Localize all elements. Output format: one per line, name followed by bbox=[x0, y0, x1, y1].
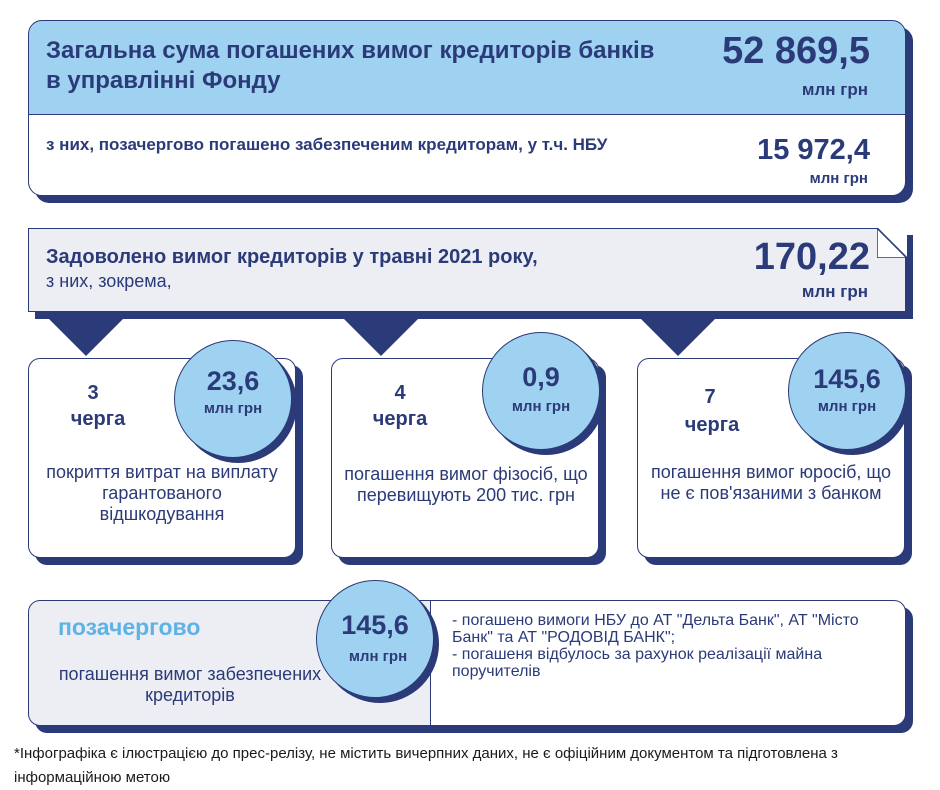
queue-label: черга bbox=[372, 408, 428, 430]
queue-label: черга bbox=[684, 414, 740, 436]
out-of-turn-value-circle bbox=[316, 580, 434, 698]
pointer-arrow-icon bbox=[48, 318, 124, 356]
out-of-turn-description: погашення вимог забезпечених кредиторів bbox=[58, 664, 322, 705]
out-of-turn-unit: млн грн bbox=[348, 648, 408, 665]
category-value-circle bbox=[482, 332, 600, 450]
queue-number: 7 bbox=[704, 386, 716, 408]
category-description: покриття витрат на виплату гарантованого… bbox=[46, 462, 278, 524]
out-of-turn-title: позачергово bbox=[58, 614, 201, 640]
category-value: 0,9 bbox=[522, 362, 560, 392]
may-panel bbox=[28, 227, 907, 312]
footnote: *Інфографіка є ілюстрацією до прес-реліз… bbox=[14, 745, 838, 786]
total-header-panel bbox=[28, 20, 906, 116]
category-unit: млн грн bbox=[817, 398, 877, 415]
may-subtitle: з них, зокрема, bbox=[46, 271, 172, 291]
category-value: 23,6 bbox=[206, 366, 260, 396]
out-of-turn-value: 145,6 bbox=[341, 610, 409, 640]
category-value: 145,6 bbox=[813, 364, 881, 394]
secured-title: з них, позачергово погашено забезпеченим… bbox=[46, 135, 608, 154]
may-title: Задоволено вимог кредиторів у травні 202… bbox=[46, 246, 538, 268]
out-of-turn-notes: - погашено вимоги НБУ до АТ "Дельта Банк… bbox=[452, 612, 892, 680]
secured-subpanel bbox=[28, 114, 906, 196]
total-unit: млн грн bbox=[801, 80, 868, 99]
queue-number: 3 bbox=[87, 382, 99, 404]
pointer-arrow-icon bbox=[640, 318, 716, 356]
queue-label: черга bbox=[70, 408, 126, 430]
may-unit: млн грн bbox=[801, 282, 868, 301]
folded-corner-icon bbox=[876, 227, 907, 258]
secured-unit: млн грн bbox=[809, 170, 868, 187]
total-title: Загальна сума погашених вимог кредиторів… bbox=[46, 37, 655, 94]
category-value-circle bbox=[174, 340, 292, 458]
category-description: погашення вимог фізосіб, що перевищують … bbox=[344, 464, 588, 505]
category-unit: млн грн bbox=[203, 400, 263, 417]
category-description: погашення вимог юросіб, що не є пов'язан… bbox=[650, 462, 892, 503]
note-item: - погашено вимоги НБУ до АТ "Дельта Банк… bbox=[452, 612, 859, 646]
secured-value: 15 972,4 bbox=[757, 134, 870, 166]
category-unit: млн грн bbox=[511, 398, 571, 415]
category-value-circle bbox=[788, 332, 906, 450]
queue-number: 4 bbox=[394, 382, 406, 404]
may-value: 170,22 bbox=[753, 236, 870, 278]
total-value: 52 869,5 bbox=[722, 30, 870, 72]
pointer-arrow-icon bbox=[343, 318, 419, 356]
note-item: - погашеня відбулось за рахунок реалізац… bbox=[452, 646, 823, 680]
out-of-turn-notes-panel bbox=[430, 600, 906, 726]
